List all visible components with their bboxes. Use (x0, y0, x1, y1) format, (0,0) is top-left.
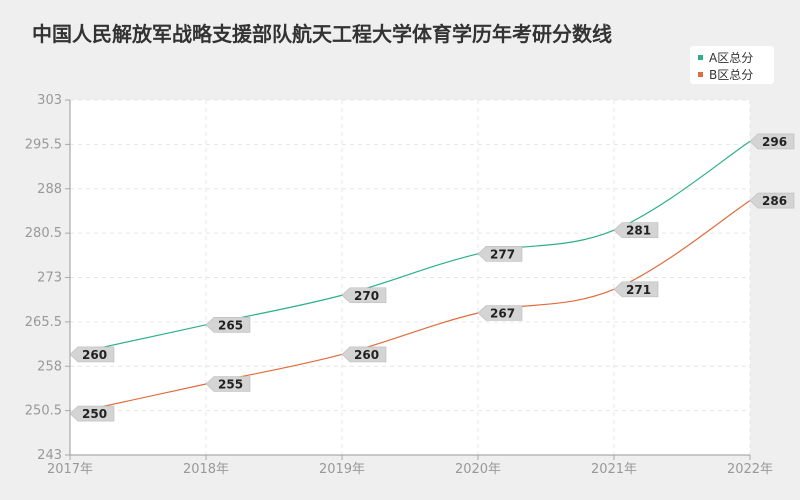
data-label-box (69, 346, 115, 363)
data-label-box (749, 133, 795, 150)
data-label-a: 277 (477, 246, 523, 262)
y-tick-label: 265.5 (25, 315, 62, 330)
data-label-a: 296 (749, 133, 795, 150)
legend-label-b: B区总分 (709, 68, 754, 82)
data-label-box (613, 222, 659, 238)
data-label-text: 286 (762, 194, 787, 208)
data-label-text: 250 (82, 407, 107, 421)
data-label-text: 265 (218, 318, 243, 332)
data-label-text: 277 (490, 247, 515, 261)
y-tick-label: 295.5 (25, 137, 62, 152)
x-tick-label: 2022年 (727, 462, 773, 477)
y-tick-label: 288 (37, 182, 62, 197)
data-label-text: 296 (762, 135, 787, 149)
x-tick-label: 2021年 (591, 462, 637, 477)
data-label-text: 255 (218, 378, 243, 392)
series-line-a (69, 140, 751, 356)
data-label-box (749, 192, 795, 209)
data-label-box (205, 317, 251, 333)
x-tick-label: 2017年 (47, 462, 93, 477)
data-label-a: 260 (69, 346, 115, 363)
data-label-a: 270 (341, 287, 387, 304)
data-label-text: 270 (354, 289, 379, 303)
data-label-b: 260 (341, 346, 387, 363)
data-label-b: 286 (749, 192, 795, 209)
data-label-text: 271 (626, 283, 651, 297)
x-tick-label: 2019年 (319, 462, 365, 477)
legend-item-a[interactable]: A区总分 (698, 49, 753, 66)
y-tick-label: 273 (37, 271, 62, 286)
x-tick-label: 2018年 (183, 462, 229, 477)
data-label-b: 267 (477, 305, 523, 321)
legend-label-a: A区总分 (709, 51, 754, 65)
series-line-b (69, 200, 751, 415)
data-label-box (341, 346, 387, 363)
y-tick-label: 250.5 (25, 404, 62, 419)
data-label-a: 265 (205, 317, 251, 333)
data-label-text: 260 (354, 348, 379, 362)
data-label-b: 271 (613, 281, 659, 298)
legend: A区总分 B区总分 (690, 46, 774, 84)
legend-item-b[interactable]: B区总分 (698, 66, 753, 83)
data-label-box (613, 281, 659, 298)
data-label-text: 267 (490, 307, 515, 321)
data-label-b: 255 (205, 376, 251, 392)
data-label-box (477, 246, 523, 262)
legend-swatch-a (698, 55, 703, 60)
y-tick-label: 243 (37, 448, 62, 463)
data-label-a: 281 (613, 222, 659, 238)
data-label-box (69, 405, 115, 422)
chart-title: 中国人民解放军战略支援部队航天工程大学体育学历年考研分数线 (32, 22, 612, 46)
data-label-text: 260 (82, 348, 107, 362)
x-tick-label: 2020年 (455, 462, 501, 477)
y-tick-label: 258 (37, 359, 62, 374)
data-label-box (477, 305, 523, 321)
data-label-b: 250 (69, 405, 115, 422)
y-tick-label: 303 (37, 93, 62, 108)
data-label-text: 281 (626, 224, 651, 238)
data-label-box (205, 376, 251, 392)
data-label-box (341, 287, 387, 304)
y-tick-label: 280.5 (25, 226, 62, 241)
legend-swatch-b (698, 72, 703, 77)
